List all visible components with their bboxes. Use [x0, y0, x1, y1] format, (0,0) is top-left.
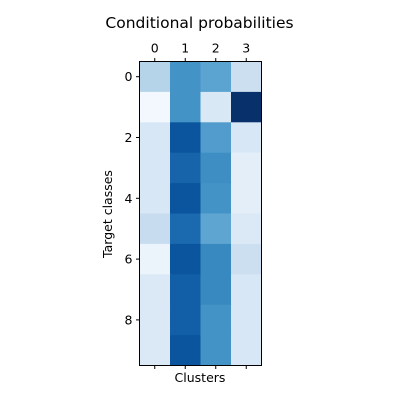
heatmap-cell	[200, 304, 232, 336]
heatmap-cell	[231, 213, 262, 245]
heatmap-cell	[139, 274, 171, 306]
heatmap-cell	[231, 243, 262, 275]
heatmap-cell	[200, 243, 232, 275]
heatmap-cell	[170, 335, 201, 366]
heatmap-cell	[200, 152, 232, 184]
heatmap-cell	[231, 122, 262, 154]
heatmap-cell	[139, 183, 171, 214]
heatmap-cell	[170, 91, 201, 123]
heatmap-cell	[170, 61, 201, 93]
heatmap-cell	[170, 274, 201, 306]
heatmap-cell	[170, 243, 201, 275]
heatmap-cell	[139, 335, 171, 366]
heatmap-cell	[200, 183, 232, 214]
heatmap-cell	[139, 91, 171, 123]
heatmap-cell	[170, 213, 201, 245]
x-tick-label: 1	[181, 41, 189, 56]
heatmap-cell	[231, 274, 262, 306]
heatmap-cell	[200, 61, 232, 93]
heatmap-cells	[139, 61, 262, 366]
y-tick-label: 8	[125, 312, 133, 327]
heatmap-cell	[139, 304, 171, 336]
x-axis-ticks: 0 1 2 3	[151, 41, 250, 62]
x-tick-label: 3	[242, 41, 250, 56]
y-tick-label: 0	[125, 69, 133, 84]
heatmap-cell	[139, 152, 171, 184]
y-tick-label: 4	[125, 191, 133, 206]
heatmap-cell	[231, 152, 262, 184]
heatmap-cell	[139, 122, 171, 154]
y-tick-label: 2	[125, 130, 133, 145]
heatmap-cell	[200, 335, 232, 366]
heatmap-cell	[231, 304, 262, 336]
heatmap-cell	[139, 213, 171, 245]
y-tick-label: 6	[125, 252, 133, 267]
heatmap-cell	[200, 91, 232, 123]
heatmap-cell	[170, 152, 201, 184]
heatmap-cell	[231, 91, 262, 123]
x-axis-label: Clusters	[175, 370, 226, 385]
y-axis-ticks: 0 2 4 6 8	[125, 69, 140, 327]
heatmap-cell	[170, 304, 201, 336]
heatmap-cell	[170, 122, 201, 154]
heatmap-cell	[231, 335, 262, 366]
x-tick-label: 2	[212, 41, 220, 56]
x-axis-bottom-ticks	[154, 365, 247, 369]
heatmap-cell	[200, 274, 232, 306]
y-axis-label: Target classes	[100, 170, 115, 259]
heatmap-cell	[170, 183, 201, 214]
heatmap-cell	[231, 183, 262, 214]
x-tick-label: 0	[151, 41, 159, 56]
heatmap-cell	[231, 61, 262, 93]
heatmap-cell	[200, 122, 232, 154]
chart-title: Conditional probabilities	[105, 14, 293, 32]
plot-frame	[139, 61, 262, 366]
heatmap-cell	[139, 61, 171, 93]
heatmap-cell	[139, 243, 171, 275]
heatmap-cell	[200, 213, 232, 245]
